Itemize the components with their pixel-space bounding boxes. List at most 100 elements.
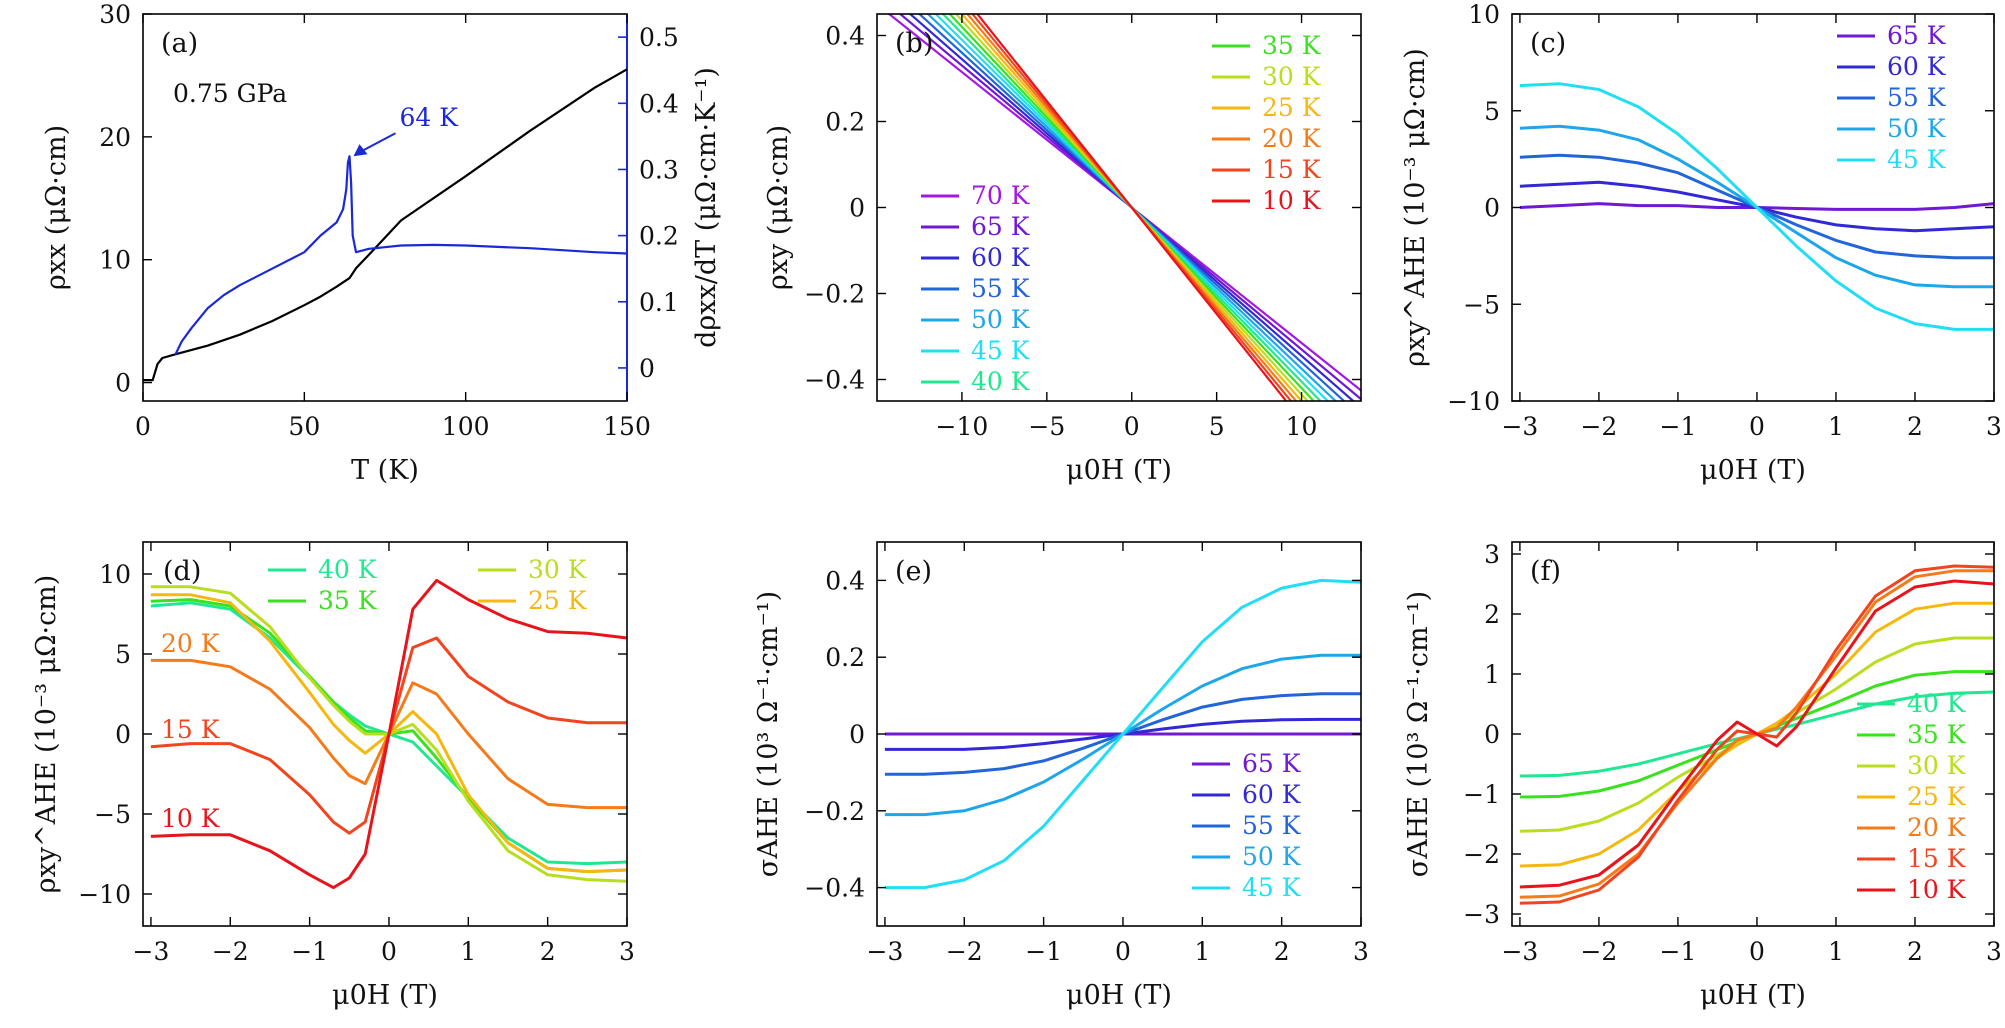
curve-label: 20 K xyxy=(161,629,221,658)
panel-label: (c) xyxy=(1530,28,1566,59)
y-axis-label: ρxy^AHE (10⁻³ μΩ·cm) xyxy=(1400,48,1431,367)
y-tick-label: 0.4 xyxy=(825,566,865,595)
legend-label: 55 K xyxy=(971,274,1031,303)
y2-tick-label: 0.1 xyxy=(639,288,679,317)
y2-tick-label: 0 xyxy=(639,354,655,383)
x-tick-label: −2 xyxy=(212,937,249,966)
y-tick-label: 0.4 xyxy=(825,22,865,51)
legend-label: 55 K xyxy=(1887,83,1947,112)
x-tick-label: 0 xyxy=(1115,937,1131,966)
panel-label: (f) xyxy=(1530,556,1561,587)
y-tick-label: 0 xyxy=(1484,194,1500,223)
x-tick-label: 0 xyxy=(135,412,151,441)
legend-label: 25 K xyxy=(1262,93,1322,122)
x-tick-label: 3 xyxy=(619,937,635,966)
x-tick-label: 150 xyxy=(603,412,651,441)
legend-label: 40 K xyxy=(971,367,1031,396)
curve-label: 10 K xyxy=(161,804,221,833)
pressure-annotation: 0.75 GPa xyxy=(173,79,287,108)
panel-a: 0 50 100 150 0 10 20 30 0 0.1 0.2 0.3 0.4 0.5 T (K) ρxx… xyxy=(41,0,722,486)
legend-label: 30 K xyxy=(1907,751,1967,780)
series-line xyxy=(1519,579,1995,889)
y2-axis-label: dρxx/dT (μΩ·cm·K⁻¹) xyxy=(691,67,722,348)
y2-tick-label: 0.2 xyxy=(639,222,679,251)
panel-e: −3 −2 −1 0 1 2 3 −0.4 −0.2 0 0.2 0.4 μ0H (T) σAHE (10… xyxy=(753,541,1369,1011)
y-tick-label: −0.2 xyxy=(804,797,865,826)
legend-label: 50 K xyxy=(1887,114,1947,143)
legend-label: 10 K xyxy=(1907,875,1967,904)
x-axis-label: μ0H (T) xyxy=(1700,980,1806,1011)
y-tick-label: 20 xyxy=(99,123,131,152)
x-tick-label: −2 xyxy=(1580,937,1617,966)
series-line xyxy=(143,68,628,382)
x-tick-label: 5 xyxy=(1209,412,1225,441)
y-tick-label: −5 xyxy=(1463,290,1500,319)
x-axis-label: T (K) xyxy=(351,455,419,486)
x-tick-label: 1 xyxy=(1194,937,1210,966)
y-tick-label: 3 xyxy=(1484,540,1500,569)
peak-arrow-head xyxy=(353,144,368,157)
y-axis-label: ρxx (μΩ·cm) xyxy=(41,125,72,290)
x-tick-label: −1 xyxy=(1025,937,1062,966)
y-axis-label: ρxy (μΩ·cm) xyxy=(763,125,794,290)
legend-label: 15 K xyxy=(1262,155,1322,184)
x-tick-label: −2 xyxy=(1580,412,1617,441)
x-tick-label: 10 xyxy=(1286,412,1318,441)
legend-label: 50 K xyxy=(1242,842,1302,871)
legend-label: 65 K xyxy=(1242,749,1302,778)
series-group xyxy=(887,14,1361,401)
panel-label: (a) xyxy=(161,28,198,59)
legend-label: 65 K xyxy=(1887,21,1947,50)
legend-label: 25 K xyxy=(1907,782,1967,811)
y-tick-label: −3 xyxy=(1463,900,1500,929)
legend-label: 15 K xyxy=(1907,844,1967,873)
x-tick-label: 1 xyxy=(1828,412,1844,441)
y-tick-label: −1 xyxy=(1463,780,1500,809)
y-tick-label: 10 xyxy=(99,560,131,589)
y-tick-label: −0.4 xyxy=(804,874,865,903)
legend-label: 70 K xyxy=(971,181,1031,210)
panel-f: −3 −2 −1 0 1 2 3 −3 −2 −1 0 1 2 3 μ0H (T) σAHE (10³ Ω⁻¹… xyxy=(1403,540,2002,1011)
legend-label: 60 K xyxy=(971,243,1031,272)
y-tick-label: −2 xyxy=(1463,840,1500,869)
x-axis-label: μ0H (T) xyxy=(332,980,438,1011)
y-axis-label: ρxy^AHE (10⁻³ μΩ·cm) xyxy=(31,575,62,894)
x-tick-label: −3 xyxy=(867,937,904,966)
series-line xyxy=(150,585,628,883)
series-line xyxy=(174,155,628,356)
x-tick-label: 3 xyxy=(1986,412,2002,441)
y2-tick-label: 0.3 xyxy=(639,155,679,184)
y-tick-label: 0.2 xyxy=(825,643,865,672)
y-tick-label: 30 xyxy=(99,0,131,29)
legend-label: 20 K xyxy=(1907,813,1967,842)
x-tick-label: −2 xyxy=(946,937,983,966)
y2-tick-label: 0.5 xyxy=(639,23,679,52)
panel-label: (d) xyxy=(163,556,201,587)
x-tick-label: −3 xyxy=(133,937,170,966)
legend-label: 35 K xyxy=(318,586,378,615)
y-axis-label: σAHE (10³ Ω⁻¹·cm⁻¹) xyxy=(1403,591,1434,877)
x-tick-label: −1 xyxy=(1660,937,1697,966)
y-tick-label: 2 xyxy=(1484,600,1500,629)
legend-label: 55 K xyxy=(1242,811,1302,840)
legend-label: 40 K xyxy=(1907,689,1967,718)
x-tick-label: −3 xyxy=(1501,412,1538,441)
legend-label: 50 K xyxy=(971,305,1031,334)
x-axis-label: μ0H (T) xyxy=(1066,455,1172,486)
y-tick-label: −5 xyxy=(94,800,131,829)
series-line xyxy=(150,658,627,810)
x-tick-label: 1 xyxy=(1828,937,1844,966)
y-tick-label: −0.2 xyxy=(804,280,865,309)
x-tick-label: 2 xyxy=(1907,937,1923,966)
y-tick-label: 0 xyxy=(115,720,131,749)
x-tick-label: −10 xyxy=(936,412,989,441)
legend-label: 30 K xyxy=(1262,62,1322,91)
y-tick-label: 0 xyxy=(1484,720,1500,749)
legend-label: 60 K xyxy=(1242,780,1302,809)
x-tick-label: −5 xyxy=(1028,412,1065,441)
legend-label: 65 K xyxy=(971,212,1031,241)
x-tick-label: 3 xyxy=(1353,937,1369,966)
x-tick-label: 100 xyxy=(442,412,490,441)
